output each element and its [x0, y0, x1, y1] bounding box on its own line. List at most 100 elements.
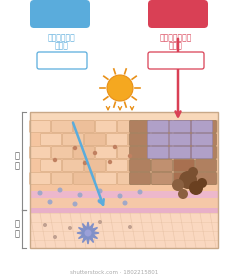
FancyBboxPatch shape [174, 172, 194, 185]
Circle shape [88, 233, 92, 237]
Text: PAが防御: PAが防御 [50, 56, 74, 65]
FancyBboxPatch shape [128, 134, 150, 146]
FancyBboxPatch shape [174, 120, 194, 132]
FancyBboxPatch shape [194, 160, 215, 171]
Bar [30, 198, 218, 210]
FancyBboxPatch shape [152, 120, 172, 132]
FancyBboxPatch shape [30, 0, 90, 28]
FancyBboxPatch shape [172, 134, 194, 146]
Text: UV-B: UV-B [159, 7, 197, 21]
FancyBboxPatch shape [117, 172, 139, 185]
FancyBboxPatch shape [174, 160, 194, 171]
Circle shape [178, 189, 188, 199]
FancyBboxPatch shape [130, 146, 150, 158]
Circle shape [43, 223, 47, 227]
Circle shape [38, 190, 43, 195]
FancyBboxPatch shape [130, 134, 150, 146]
FancyBboxPatch shape [169, 134, 191, 146]
Circle shape [108, 160, 112, 164]
Bar [30, 213, 218, 248]
Circle shape [123, 200, 128, 206]
Circle shape [107, 75, 133, 101]
Circle shape [179, 171, 197, 189]
FancyBboxPatch shape [148, 0, 208, 28]
Circle shape [85, 230, 92, 237]
FancyBboxPatch shape [174, 146, 194, 158]
FancyBboxPatch shape [30, 172, 51, 185]
Circle shape [47, 199, 52, 204]
FancyBboxPatch shape [191, 146, 213, 158]
Circle shape [73, 202, 77, 207]
FancyBboxPatch shape [183, 146, 204, 158]
FancyBboxPatch shape [196, 160, 216, 171]
FancyBboxPatch shape [191, 134, 213, 146]
Text: シミ・そばかす: シミ・そばかす [160, 34, 192, 43]
FancyBboxPatch shape [139, 146, 161, 158]
Bar [30, 112, 218, 248]
Circle shape [98, 199, 103, 204]
FancyBboxPatch shape [74, 172, 95, 185]
FancyBboxPatch shape [37, 52, 87, 69]
FancyBboxPatch shape [152, 160, 172, 171]
FancyBboxPatch shape [52, 120, 73, 132]
Circle shape [188, 167, 198, 177]
FancyBboxPatch shape [191, 120, 213, 132]
FancyBboxPatch shape [152, 134, 172, 146]
Circle shape [137, 190, 142, 195]
FancyBboxPatch shape [128, 160, 150, 171]
FancyBboxPatch shape [117, 146, 139, 158]
FancyBboxPatch shape [196, 146, 216, 158]
FancyBboxPatch shape [194, 134, 215, 146]
Text: 真
皮: 真 皮 [14, 219, 19, 239]
Text: の原因: の原因 [55, 41, 69, 50]
FancyBboxPatch shape [63, 160, 84, 171]
FancyBboxPatch shape [106, 160, 128, 171]
Circle shape [172, 179, 184, 191]
Text: SPFが防御: SPFが防御 [162, 56, 190, 65]
Bar [30, 191, 218, 198]
Circle shape [57, 188, 63, 193]
FancyBboxPatch shape [30, 146, 51, 158]
FancyBboxPatch shape [150, 160, 172, 171]
FancyBboxPatch shape [130, 120, 150, 132]
FancyBboxPatch shape [63, 134, 84, 146]
Circle shape [53, 158, 57, 162]
Text: 表
皮: 表 皮 [14, 151, 19, 171]
FancyBboxPatch shape [147, 120, 169, 132]
FancyBboxPatch shape [172, 160, 194, 171]
FancyBboxPatch shape [95, 120, 117, 132]
FancyBboxPatch shape [205, 172, 218, 185]
Text: UV-A: UV-A [41, 7, 79, 21]
FancyBboxPatch shape [169, 120, 191, 132]
Text: の原因: の原因 [169, 41, 183, 50]
Circle shape [98, 188, 103, 193]
FancyBboxPatch shape [150, 134, 172, 146]
FancyBboxPatch shape [147, 146, 169, 158]
Circle shape [128, 225, 132, 229]
Circle shape [197, 178, 207, 188]
FancyBboxPatch shape [52, 172, 73, 185]
Circle shape [117, 193, 123, 199]
FancyBboxPatch shape [148, 52, 204, 69]
FancyBboxPatch shape [139, 120, 161, 132]
FancyBboxPatch shape [85, 134, 106, 146]
FancyBboxPatch shape [196, 120, 216, 132]
Circle shape [83, 161, 87, 165]
Circle shape [53, 235, 57, 239]
FancyBboxPatch shape [95, 146, 117, 158]
Circle shape [73, 146, 77, 150]
Text: シワ・たるみ: シワ・たるみ [48, 34, 76, 43]
FancyBboxPatch shape [196, 134, 216, 146]
FancyBboxPatch shape [117, 120, 139, 132]
FancyBboxPatch shape [196, 172, 216, 185]
FancyBboxPatch shape [147, 134, 169, 146]
FancyBboxPatch shape [95, 172, 117, 185]
FancyBboxPatch shape [52, 146, 73, 158]
FancyBboxPatch shape [106, 134, 128, 146]
Circle shape [189, 181, 203, 195]
FancyBboxPatch shape [74, 146, 95, 158]
Circle shape [68, 226, 72, 230]
Circle shape [128, 154, 132, 158]
FancyBboxPatch shape [41, 134, 62, 146]
FancyBboxPatch shape [205, 120, 218, 132]
